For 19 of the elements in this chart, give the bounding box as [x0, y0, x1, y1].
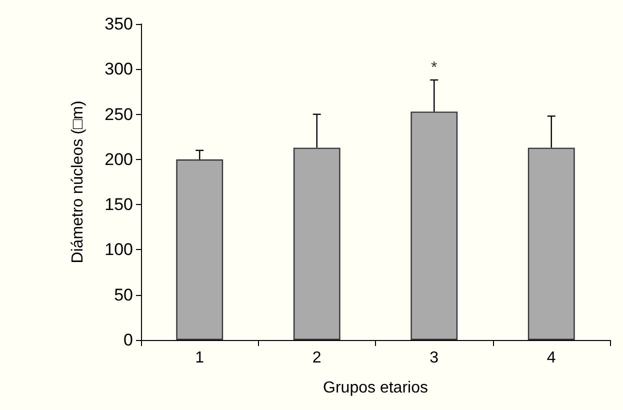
y-tick-label: 200 — [104, 150, 133, 169]
bar — [176, 159, 224, 340]
y-tick-label: 150 — [104, 195, 133, 214]
x-tick-label: 1 — [195, 350, 204, 366]
y-tick-label: 50 — [114, 285, 133, 304]
x-tick-label: 4 — [546, 350, 556, 366]
y-tick-label: 300 — [104, 60, 133, 79]
y-tick-label: 250 — [104, 104, 133, 124]
x-tick-label: 2 — [312, 350, 322, 366]
x-tick-label: 3 — [430, 350, 439, 366]
bar — [293, 148, 340, 340]
y-axis-title: Diámetro núcleos (□m) — [70, 100, 86, 264]
bar — [528, 148, 575, 340]
y-tick-label: 0 — [124, 330, 133, 350]
y-tick-label: 100 — [104, 240, 133, 260]
bar — [410, 112, 458, 340]
y-tick-label: 350 — [104, 14, 133, 34]
x-axis-title: Grupos etarios — [323, 380, 428, 396]
annotation: * — [431, 59, 438, 76]
